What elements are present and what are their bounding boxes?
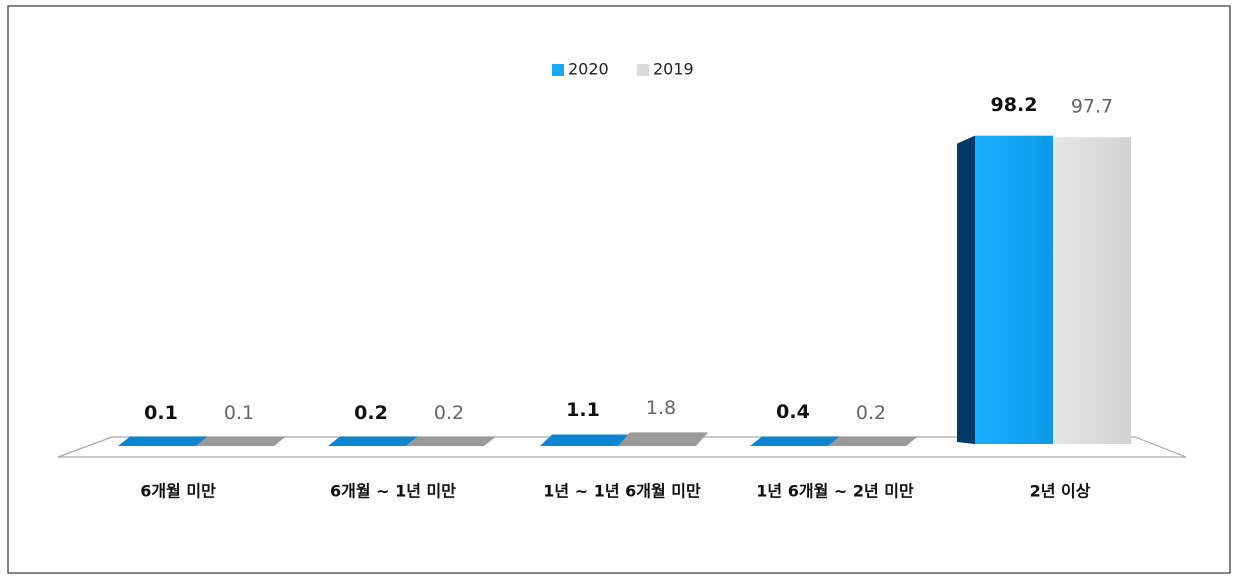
x-tick-label: 6개월 미만 bbox=[140, 482, 216, 501]
bar bbox=[618, 432, 708, 446]
x-tick-label: 1년 ~ 1년 6개월 미만 bbox=[543, 482, 701, 501]
bar bbox=[975, 135, 1053, 445]
value-label: 0.4 bbox=[776, 401, 810, 423]
legend-swatch bbox=[552, 64, 564, 76]
bar bbox=[828, 436, 918, 446]
value-label: 1.1 bbox=[566, 399, 600, 421]
x-tick-label: 6개월 ~ 1년 미만 bbox=[330, 482, 456, 501]
bar bbox=[406, 436, 496, 446]
bar bbox=[1053, 137, 1131, 445]
value-label: 0.1 bbox=[224, 402, 254, 424]
value-label: 0.2 bbox=[856, 402, 886, 424]
x-tick-label: 2년 이상 bbox=[1030, 482, 1091, 501]
value-label: 0.1 bbox=[144, 402, 178, 424]
value-label: 98.2 bbox=[991, 94, 1038, 116]
bar bbox=[196, 436, 286, 446]
value-label: 97.7 bbox=[1071, 96, 1113, 118]
bar bbox=[328, 436, 418, 446]
legend-label: 2019 bbox=[653, 60, 694, 79]
x-tick-label: 1년 6개월 ~ 2년 미만 bbox=[756, 482, 914, 501]
legend-label: 2020 bbox=[568, 60, 609, 79]
bar bbox=[540, 434, 630, 446]
bar bbox=[118, 436, 208, 446]
legend-swatch bbox=[637, 64, 649, 76]
bar bbox=[750, 436, 840, 446]
value-label: 0.2 bbox=[434, 402, 464, 424]
value-label: 1.8 bbox=[646, 397, 676, 419]
value-label: 0.2 bbox=[354, 402, 388, 424]
bar-side bbox=[957, 135, 975, 445]
